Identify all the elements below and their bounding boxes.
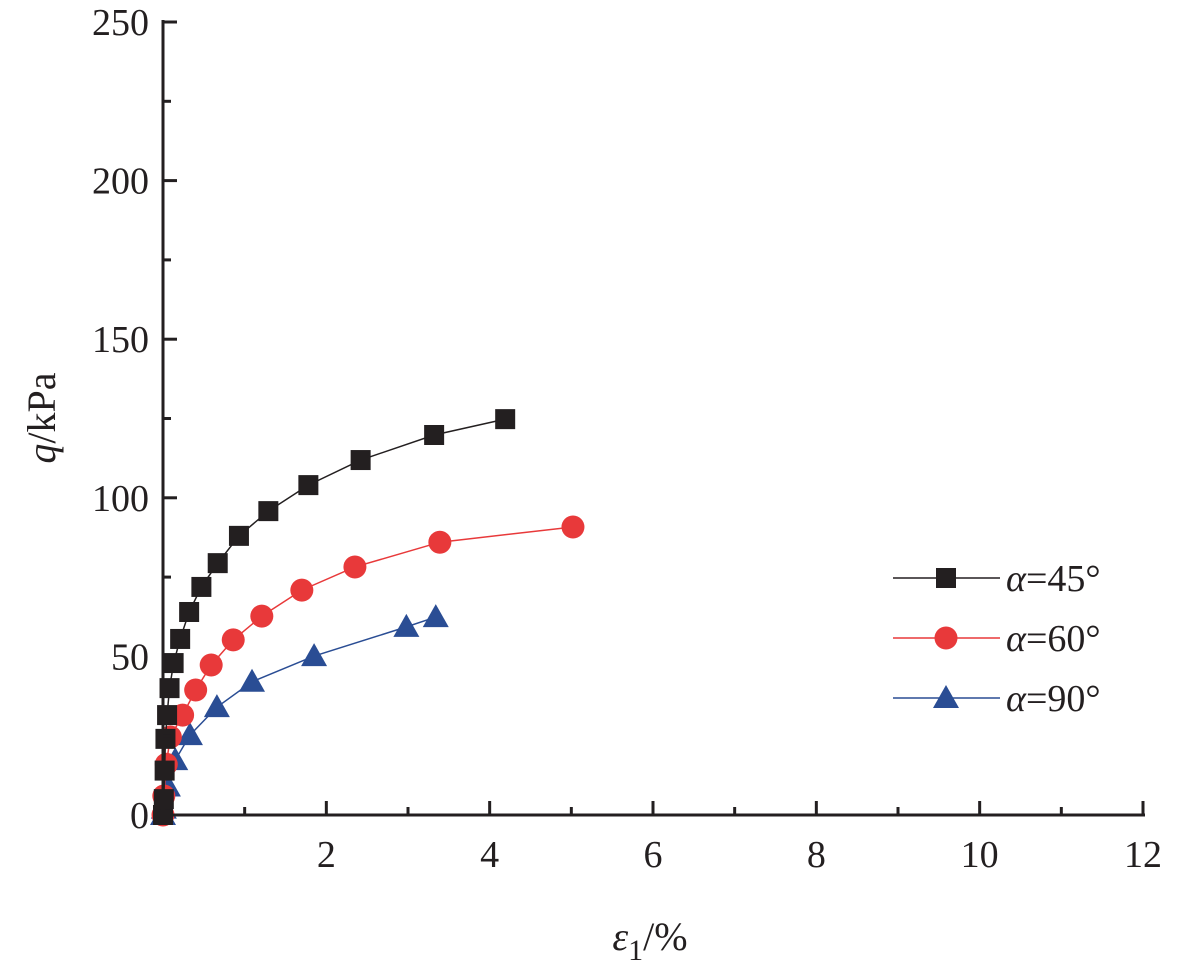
data-point [179, 601, 200, 622]
data-point [159, 678, 180, 699]
series-line [162, 616, 437, 816]
plot-area [150, 409, 585, 827]
x-tick-label: 4 [480, 834, 499, 876]
data-point [298, 475, 319, 496]
data-point [343, 555, 367, 579]
axes: 2 4 6 8 10 12 0 50 100 150 200 250 [92, 2, 1162, 876]
legend-item: α=60° [893, 618, 1101, 660]
data-point [301, 643, 328, 667]
data-point [239, 668, 266, 692]
data-point [561, 515, 585, 539]
legend-item: α=90° [893, 678, 1101, 720]
y-tick-label: 250 [92, 2, 149, 44]
data-point [228, 525, 249, 546]
legend: α=45° α=60° α=90° [893, 558, 1101, 720]
data-point [428, 530, 452, 554]
series-square [153, 409, 516, 825]
data-point [258, 501, 279, 522]
series-line [162, 418, 506, 816]
data-point [199, 653, 223, 677]
data-point [157, 705, 178, 726]
data-point [170, 628, 191, 649]
x-tick-label: 12 [1124, 834, 1162, 876]
y-tick-label: 50 [111, 636, 149, 678]
data-point [203, 694, 230, 718]
legend-label: α=90° [1006, 678, 1101, 720]
y-tick-label: 150 [92, 319, 149, 361]
data-point [422, 604, 449, 628]
x-tick-label: 2 [317, 834, 336, 876]
x-axis-label: ε1/% [612, 914, 687, 967]
series-triangle [150, 604, 449, 825]
data-point [250, 604, 274, 628]
data-point [191, 576, 212, 597]
x-tick-label: 6 [644, 834, 663, 876]
x-tick-label: 8 [807, 834, 826, 876]
legend-marker [936, 568, 956, 588]
legend-marker [934, 626, 958, 650]
data-point [290, 578, 314, 602]
data-point [350, 450, 371, 471]
y-tick-label: 200 [92, 161, 149, 203]
data-point [424, 424, 445, 445]
data-point [176, 722, 203, 746]
legend-label: α=60° [1006, 618, 1101, 660]
data-point [207, 553, 228, 574]
data-point [221, 628, 245, 652]
data-point [154, 760, 175, 781]
data-point [393, 613, 420, 637]
data-point [155, 728, 176, 749]
y-tick-label: 0 [130, 795, 149, 837]
data-point [163, 653, 184, 674]
x-tick-label: 10 [961, 834, 999, 876]
data-point [495, 409, 516, 430]
legend-marker [933, 685, 959, 708]
legend-label: α=45° [1006, 558, 1101, 600]
legend-item: α=45° [893, 558, 1101, 600]
y-axis-label: q/kPa [19, 372, 64, 463]
data-point [184, 678, 208, 702]
y-tick-label: 100 [92, 478, 149, 520]
